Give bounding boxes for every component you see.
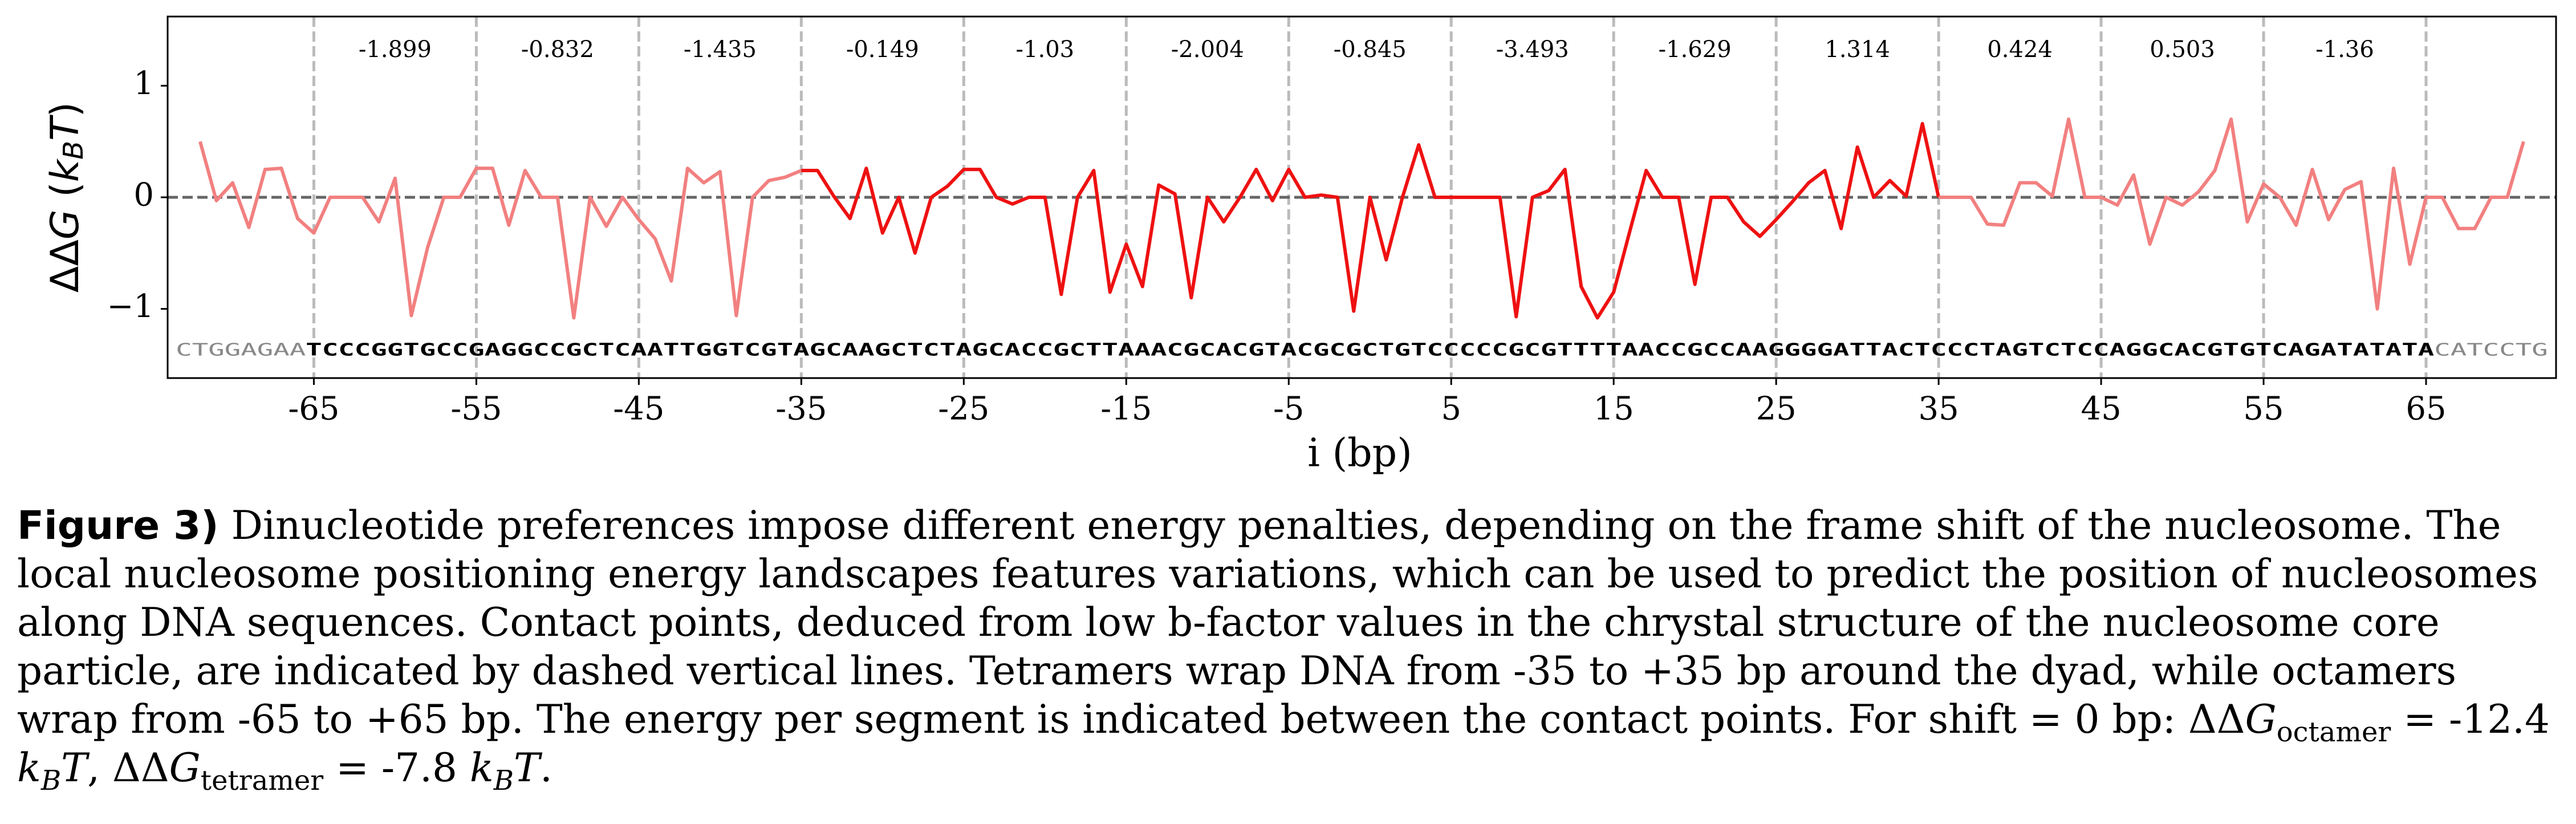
sequence: CTGGAGAA (176, 340, 306, 360)
sequence: TCCCGGTGCCGAGGCCGCTCAATTGGTCGTAGCAAGCTCT… (306, 340, 2434, 360)
caption-text: , ΔΔ (87, 745, 169, 791)
caption-text: B (40, 764, 62, 797)
caption-text: = -12.4 (2391, 697, 2550, 742)
segment-energy: -1.899 (359, 36, 432, 63)
x-tick-label: 65 (2406, 391, 2446, 428)
chart: i (bp) ΔΔG (kBT) -65 -55 -45 -35 -25 -15 -5 5 15… (43, 15, 2557, 476)
x-tick-label: 55 (2243, 391, 2284, 428)
x-tick-label: 45 (2081, 391, 2121, 428)
sequence: CATCCTG (2434, 340, 2547, 360)
y-axis-label: ΔΔG (kBT) (43, 102, 90, 293)
segment-energy: -1.36 (2315, 36, 2374, 63)
line (801, 121, 1941, 320)
caption: Figure 3) Dinucleotide preferences impos… (17, 502, 2566, 794)
x-tick-label: -55 (450, 391, 502, 428)
caption-text: T (513, 745, 540, 791)
segment-energy: -3.493 (1496, 36, 1569, 63)
x-tick-label: -5 (1273, 391, 1305, 428)
y-label-part: k (43, 158, 88, 182)
x-axis-label: i (bp) (1307, 431, 1412, 476)
y-tick-label: −1 (107, 288, 154, 325)
y-tick-label: 1 (133, 65, 154, 102)
segment-energy: -1.629 (1659, 36, 1732, 63)
caption-text: Dinucleotide preferences impose differen… (17, 503, 2538, 742)
y-label-part: ΔΔ (43, 240, 88, 293)
y-label-part: G (43, 209, 88, 240)
segment-energy: 1.314 (1825, 36, 1890, 63)
line (1939, 117, 2525, 311)
segment-energy: 0.503 (2150, 36, 2215, 63)
segment-energy: 0.424 (1987, 36, 2053, 63)
caption-text: G (2245, 697, 2277, 742)
x-tick-label: 35 (1918, 391, 1959, 428)
plot-frame (166, 15, 2557, 379)
x-tick-label: -25 (938, 391, 989, 428)
caption-text: . (540, 745, 552, 791)
caption-text: B (493, 764, 514, 797)
segment-energy: -0.845 (1334, 36, 1407, 63)
caption-text: tetramer (200, 764, 324, 797)
caption-text: k (469, 745, 494, 791)
y-label-part: ) (43, 102, 88, 117)
caption-text: octamer (2276, 716, 2391, 748)
x-tick-label: -15 (1100, 391, 1152, 428)
segment-energy: -1.435 (684, 36, 757, 63)
x-tick-label: 15 (1594, 391, 1634, 428)
y-label-part: T (43, 115, 88, 141)
caption-text: T (61, 745, 88, 791)
caption-label: Figure 3) (17, 503, 219, 549)
y-tick-label: 0 (133, 177, 154, 214)
caption-text: = -7.8 (323, 745, 470, 791)
segment-energy: -1.03 (1016, 36, 1075, 63)
segment-energy: -2.004 (1171, 36, 1244, 63)
x-tick-label: 5 (1441, 391, 1461, 428)
x-tick-label: -65 (288, 391, 339, 428)
y-label-part: ( (43, 182, 88, 209)
caption-text: k (17, 745, 41, 791)
x-tick-label: -45 (613, 391, 664, 428)
caption-text: G (169, 745, 201, 791)
segment-energy: -0.832 (521, 36, 594, 63)
x-tick-label: 25 (1756, 391, 1797, 428)
line (198, 141, 802, 320)
x-tick-label: -35 (775, 391, 827, 428)
segment-energy: -0.149 (846, 36, 919, 63)
y-label-part: B (58, 141, 90, 160)
